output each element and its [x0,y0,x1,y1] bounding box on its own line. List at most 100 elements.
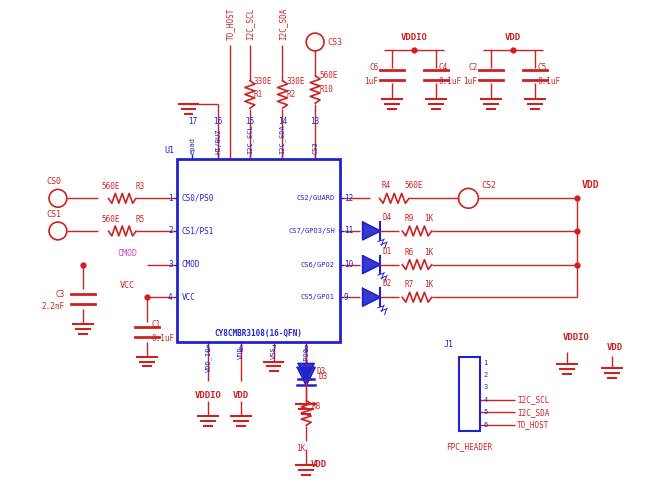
Text: C2: C2 [468,63,477,72]
Text: 6: 6 [239,345,243,354]
Text: J1: J1 [443,340,454,349]
Text: I2C_SDA: I2C_SDA [517,408,549,417]
Text: 1uF: 1uF [463,77,477,86]
Text: R7: R7 [404,280,413,289]
Text: 16: 16 [214,117,223,126]
Text: CS3: CS3 [312,141,318,154]
Text: epad: epad [189,137,196,154]
Text: CS1/PS1: CS1/PS1 [181,227,214,236]
Text: 560E: 560E [101,215,120,224]
Text: VDD: VDD [238,347,244,359]
Text: CS4/GPO0: CS4/GPO0 [303,347,309,381]
Text: 12: 12 [344,194,353,203]
Text: 15: 15 [245,117,254,126]
Text: R9: R9 [404,214,413,223]
Text: 11: 11 [344,227,353,236]
Text: D4: D4 [382,213,391,222]
Text: 13: 13 [311,117,320,126]
Text: 0.1uF: 0.1uF [538,77,561,86]
Text: VDDIO: VDDIO [195,391,222,400]
Text: C5: C5 [538,63,547,72]
Text: R3: R3 [135,182,144,192]
Text: 4: 4 [483,397,488,403]
Text: R4: R4 [382,182,391,191]
Text: 1K: 1K [424,248,433,256]
Text: TO_HOST: TO_HOST [226,7,235,40]
Text: CS2/GUARD: CS2/GUARD [296,195,335,201]
Polygon shape [298,363,314,379]
Text: VDD: VDD [311,461,328,470]
Text: I2C_SCL: I2C_SCL [517,395,549,404]
Text: 1uF: 1uF [365,77,378,86]
Text: I2C_SDA: I2C_SDA [279,124,286,154]
Text: VCC: VCC [120,281,135,290]
Text: D3: D3 [316,367,326,376]
Text: 2: 2 [168,227,173,236]
Text: VDD: VDD [233,391,249,400]
Text: CMOD: CMOD [181,260,200,269]
Text: 0.1uF: 0.1uF [439,77,462,86]
Text: VSS: VSS [270,347,276,359]
Text: 330E: 330E [254,77,272,86]
Text: CS7/GPO3/SH: CS7/GPO3/SH [288,228,335,234]
Text: 5: 5 [206,345,211,354]
Text: R1: R1 [254,90,263,99]
Text: 8: 8 [304,345,309,354]
Text: 17: 17 [188,117,197,126]
Text: CS2: CS2 [481,182,497,191]
Text: C3: C3 [56,290,65,299]
Text: I2C_SDA: I2C_SDA [278,7,287,40]
Text: U1: U1 [164,146,175,155]
Text: CS3: CS3 [327,37,342,46]
Text: VDD_IO: VDD_IO [205,347,212,372]
Text: D3: D3 [318,372,328,381]
Text: VDDIO: VDDIO [400,33,428,42]
Text: CS6/GPO2: CS6/GPO2 [301,261,335,267]
Text: I2C_SCL: I2C_SCL [246,124,253,154]
Text: C4: C4 [439,63,448,72]
Text: 3: 3 [168,260,173,269]
Text: 2: 2 [483,372,488,378]
Text: CS1: CS1 [46,210,61,219]
Text: D2: D2 [382,279,391,288]
Text: 10: 10 [344,260,353,269]
Text: 330E: 330E [287,77,305,86]
Text: I2C_SCL: I2C_SCL [245,7,254,40]
Text: 560E: 560E [319,71,337,80]
Text: R2: R2 [287,90,296,99]
Text: 7: 7 [271,345,276,354]
Text: HI/BUZ: HI/BUZ [215,128,221,154]
Text: 5: 5 [483,409,488,415]
Text: 1K: 1K [424,280,433,289]
Text: C1: C1 [152,320,161,329]
Text: 4: 4 [168,293,173,302]
Text: R5: R5 [135,215,144,224]
Bar [458,357,480,431]
Text: 0.1uF: 0.1uF [152,334,175,343]
Text: CS0: CS0 [46,178,61,187]
Polygon shape [363,288,380,306]
Text: R10: R10 [319,85,333,94]
Text: 2.2nF: 2.2nF [42,301,65,310]
Polygon shape [363,222,380,240]
Text: 6: 6 [483,422,488,428]
Text: C6: C6 [369,63,378,72]
Text: R8: R8 [311,402,320,411]
Text: CMOD: CMOD [117,249,137,257]
Text: CY8CMBR3108(16-QFN): CY8CMBR3108(16-QFN) [214,329,302,338]
Text: VCC: VCC [181,293,196,302]
Text: VDD: VDD [505,33,521,42]
Text: 560E: 560E [404,182,422,191]
Text: 1K: 1K [424,214,433,223]
Text: FPC_HEADER: FPC_HEADER [447,443,493,452]
Text: 1: 1 [483,360,488,366]
Text: 1K: 1K [296,444,306,453]
Polygon shape [363,255,380,273]
Text: CS5/GPO1: CS5/GPO1 [301,294,335,300]
Polygon shape [297,367,315,385]
Text: D1: D1 [382,247,391,255]
Text: TO_HOST: TO_HOST [517,420,549,429]
Text: VDD: VDD [607,343,623,352]
Text: 3: 3 [483,384,488,391]
Text: 14: 14 [278,117,287,126]
